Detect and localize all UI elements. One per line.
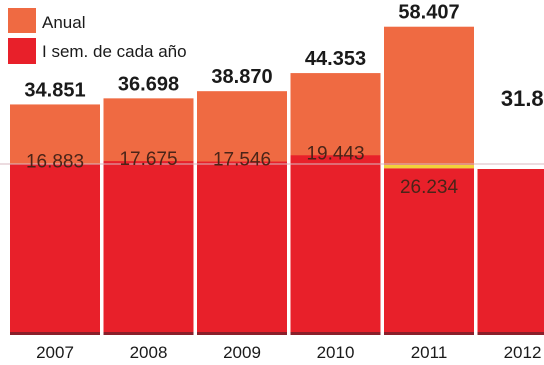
bars-layer <box>0 26 544 335</box>
legend: Anual I sem. de cada año <box>8 8 187 64</box>
value-label-semestre-2009: 17.546 <box>213 150 271 171</box>
value-label-semestre-2010: 19.443 <box>306 143 364 164</box>
value-label-top-2012: 31.879 <box>501 86 544 111</box>
bar-semestre-2008 <box>103 161 194 333</box>
legend-swatch-anual <box>8 8 36 33</box>
legend-label-anual: Anual <box>42 13 85 32</box>
legend-swatch-semestre <box>8 38 36 64</box>
value-label-top-2010: 44.353 <box>305 48 366 70</box>
value-label-top-2008: 36.698 <box>118 73 179 95</box>
value-label-semestre-2007: 16.883 <box>26 152 84 173</box>
bar-semestre-2011 <box>384 169 474 333</box>
bar-semestre-2012 <box>477 169 544 333</box>
bar-base-2009 <box>197 332 287 335</box>
value-label-semestre-2011: 26.234 <box>400 177 459 198</box>
x-tick-2011: 2011 <box>411 343 448 362</box>
bar-semestre-2009 <box>197 161 287 333</box>
bar-base-2007 <box>10 332 100 335</box>
x-axis-ticks: 2007 2008 2009 2010 2011 2012 <box>36 343 541 362</box>
bar-separator-2011 <box>384 165 474 168</box>
bar-semestre-2010 <box>290 155 381 333</box>
x-tick-2010: 2010 <box>317 343 355 362</box>
bar-base-2008 <box>103 332 194 335</box>
bar-semestre-2007 <box>10 163 100 333</box>
labels-layer: 34.851 16.883 36.698 17.675 38.870 17.546 44.3… <box>24 2 544 198</box>
value-label-top-2009: 38.870 <box>211 66 272 88</box>
value-label-top-2011: 58.407 <box>398 2 459 24</box>
value-label-semestre-2008: 17.675 <box>119 149 177 170</box>
x-tick-2007: 2007 <box>36 343 74 362</box>
x-tick-2008: 2008 <box>130 343 168 362</box>
value-label-top-2007: 34.851 <box>24 79 85 101</box>
x-tick-2012: 2012 <box>504 343 542 362</box>
bar-base-2012 <box>477 332 544 335</box>
x-tick-2009: 2009 <box>223 343 261 362</box>
bar-base-2010 <box>290 332 381 335</box>
bar-base-2011 <box>384 332 474 335</box>
legend-label-semestre: I sem. de cada año <box>42 42 187 61</box>
